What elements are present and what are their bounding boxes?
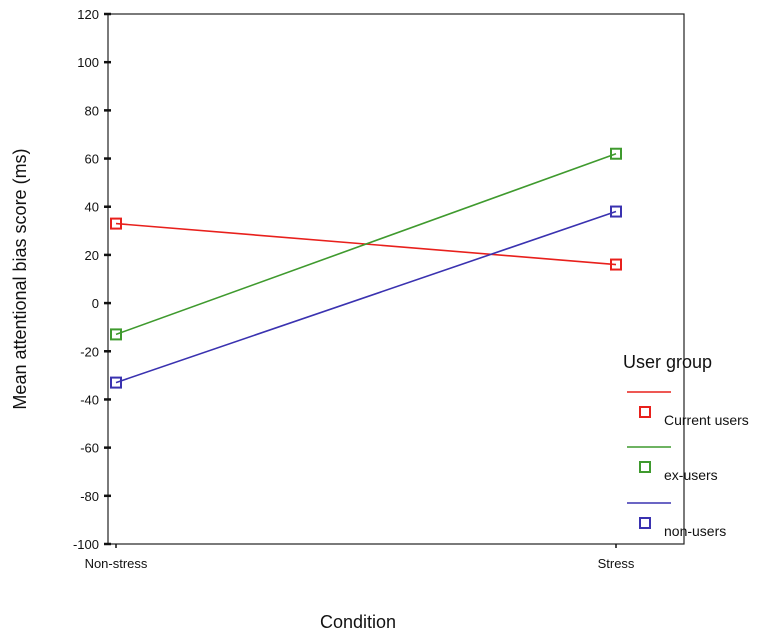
x-tick-label: Non-stress bbox=[85, 556, 148, 571]
y-tick-label: -80 bbox=[80, 489, 99, 504]
data-point bbox=[110, 376, 122, 389]
data-point bbox=[610, 258, 622, 271]
y-tick-label: 40 bbox=[85, 200, 99, 215]
series-line bbox=[115, 210, 617, 384]
y-tick-label: 100 bbox=[77, 55, 99, 70]
data-point bbox=[110, 217, 122, 230]
plot-frame bbox=[107, 13, 685, 545]
y-tick-label: -60 bbox=[80, 441, 99, 456]
legend-label: Current users bbox=[664, 412, 749, 428]
legend-label: ex-users bbox=[664, 467, 718, 483]
y-tick-label: -20 bbox=[80, 344, 99, 359]
y-axis-title: Mean attentional bias score (ms) bbox=[10, 148, 30, 409]
y-tick-label: -100 bbox=[73, 537, 99, 552]
y-tick-label: 80 bbox=[85, 103, 99, 118]
legend-marker bbox=[639, 406, 651, 418]
y-tick-label: 20 bbox=[85, 248, 99, 263]
series-lines bbox=[115, 152, 617, 384]
data-point bbox=[610, 205, 622, 218]
x-axis-title: Condition bbox=[320, 612, 396, 632]
y-tick-label: 120 bbox=[77, 7, 99, 22]
plot-area bbox=[107, 13, 685, 545]
x-axis: Non-stress Stress bbox=[85, 544, 635, 571]
y-axis: 120 100 80 60 40 20 0 -20 -40 -60 -80 -100 bbox=[73, 7, 111, 552]
data-point bbox=[110, 328, 122, 341]
legend: User group Current users ex-users non-user… bbox=[623, 352, 749, 539]
y-tick-label: 60 bbox=[85, 152, 99, 167]
series-line bbox=[115, 152, 617, 336]
y-tick-label: -40 bbox=[80, 392, 99, 407]
legend-label: non-users bbox=[664, 523, 726, 539]
legend-marker bbox=[639, 517, 651, 529]
x-tick-label: Stress bbox=[598, 556, 635, 571]
legend-marker bbox=[639, 461, 651, 473]
series-markers bbox=[110, 147, 622, 389]
data-point bbox=[610, 147, 622, 160]
y-tick-label: 0 bbox=[92, 296, 99, 311]
legend-title: User group bbox=[623, 352, 712, 372]
